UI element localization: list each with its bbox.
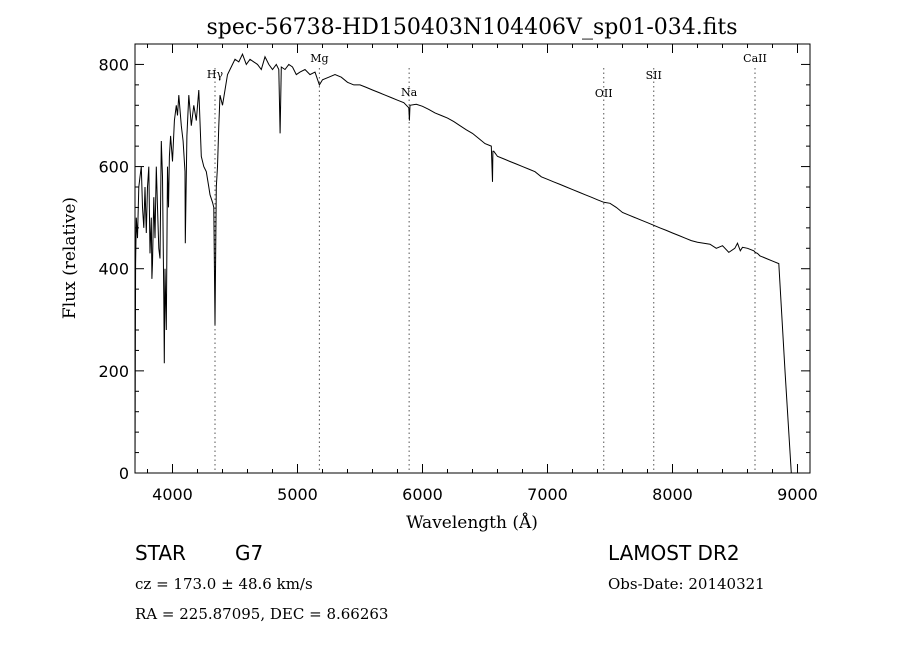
redshift-info: cz = 173.0 ± 48.6 km/s: [135, 575, 313, 593]
object-class: STAR: [135, 541, 186, 565]
spectral-line-label: Na: [401, 86, 418, 99]
spectral-line-label: SII: [646, 69, 662, 82]
y-tick-label: 0: [119, 464, 129, 483]
survey-name: LAMOST DR2: [608, 541, 740, 565]
y-tick-label: 400: [98, 260, 129, 279]
spectral-line-markers: Hγ Mg Na OII SII CaII: [207, 52, 767, 473]
x-tick-label: 5000: [277, 485, 318, 504]
y-tick-label: 200: [98, 362, 129, 381]
plot-frame: [134, 43, 811, 474]
coordinates: RA = 225.87095, DEC = 8.66263: [135, 605, 388, 623]
chart-title: spec-56738-HD150403N104406V_sp01-034.fit…: [206, 15, 737, 40]
spectral-line-label: OII: [595, 87, 613, 100]
spectral-line-label: Mg: [310, 52, 328, 65]
y-tick-label: 800: [98, 55, 129, 74]
spectral-line-label: Hγ: [207, 68, 224, 81]
spectrum-line: [134, 52, 792, 474]
x-tick-label: 4000: [152, 485, 193, 504]
x-axis-label: Wavelength (Å): [406, 512, 538, 533]
y-axis-label: Flux (relative): [60, 197, 80, 319]
object-subclass: G7: [235, 541, 263, 565]
obs-date: Obs-Date: 20140321: [608, 575, 765, 593]
y-tick-label: 600: [98, 158, 129, 177]
x-tick-label: 8000: [652, 485, 693, 504]
x-tick-label: 9000: [777, 485, 818, 504]
x-tick-label: 7000: [527, 485, 568, 504]
x-axis-ticks: 4000 5000 6000 7000 8000 9000: [147, 44, 818, 504]
x-tick-label: 6000: [402, 485, 443, 504]
y-axis-ticks: 0 200 400 600 800: [98, 43, 810, 483]
spectral-line-label: CaII: [743, 52, 767, 65]
